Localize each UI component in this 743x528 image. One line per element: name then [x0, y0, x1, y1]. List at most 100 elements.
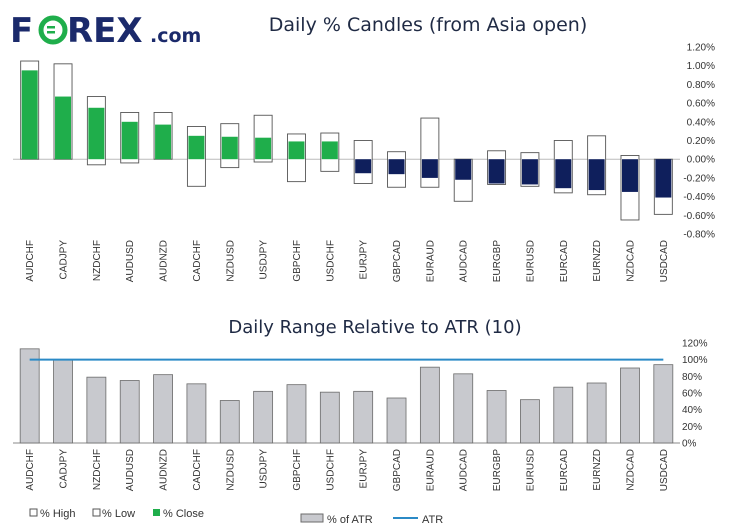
bar-category-label: NZDUSD — [225, 449, 236, 491]
bar-category-labels: AUDCHF CADJPY NZDCHF AUDUSD AUDNZD CADCHF NZDU… — [25, 449, 670, 492]
atr-chart-title: Daily Range Relative to ATR (10) — [228, 317, 521, 338]
atr-bar — [353, 390, 374, 444]
candle-close-bar — [55, 96, 72, 160]
bar-category-label: EURJPY — [359, 449, 370, 489]
atr-bar — [520, 399, 540, 444]
candle-category-label: AUDCHF — [25, 240, 36, 282]
legend-atr-label: ATR — [422, 514, 443, 526]
logo-suffix: .com — [150, 25, 201, 47]
bar-category-label: CADJPY — [59, 449, 70, 489]
candle-y-tick: 1.00% — [687, 61, 715, 72]
bar-y-tick: 20% — [682, 422, 702, 433]
atr-bar — [86, 376, 107, 444]
candle-close-bar — [188, 135, 205, 160]
candle-close-bar — [321, 141, 338, 160]
legend-high-swatch — [29, 508, 38, 517]
candle-close-bar — [455, 159, 472, 180]
atr-bar — [53, 359, 73, 444]
atr-bar — [453, 373, 474, 444]
candle-close-bar — [221, 136, 238, 160]
candle-category-label: AUDNZD — [159, 240, 170, 282]
atr-bar — [119, 380, 140, 444]
logo-letters-rex: REX — [67, 11, 143, 49]
candle-y-tick: 0.00% — [687, 155, 715, 166]
candle-y-tick: -0.40% — [683, 192, 715, 203]
candle-close-bar — [88, 107, 105, 160]
candle-y-tick: 0.20% — [687, 136, 715, 147]
candle-category-label: EURGBP — [492, 240, 503, 283]
candle-category-label: NZDUSD — [225, 240, 236, 282]
candle-close-bar — [621, 159, 638, 192]
candle-y-tick: -0.20% — [683, 173, 715, 184]
candle-y-tick: 0.60% — [687, 99, 715, 110]
candle-category-label: AUDUSD — [125, 240, 136, 282]
candle-category-label: AUDCAD — [459, 240, 470, 282]
bar-category-label: CADCHF — [192, 449, 203, 491]
atr-bar — [586, 382, 607, 444]
candle-close-bar — [121, 121, 138, 160]
candle-close-bar — [255, 137, 272, 160]
atr-bar — [553, 386, 574, 444]
bar-y-tick: 80% — [682, 372, 702, 383]
bar-category-label: EURGBP — [492, 449, 503, 492]
candle-category-label: USDCHF — [325, 240, 336, 282]
candle-category-label: USDCAD — [659, 240, 670, 282]
candle-close-bar — [421, 159, 438, 178]
bar-category-label: EURNZD — [592, 449, 603, 491]
candle-category-label: NZDCAD — [625, 240, 636, 282]
bar-category-label: EURCAD — [559, 449, 570, 491]
candle-category-label: GBPCHF — [292, 240, 303, 282]
bottom-legend: % of ATR ATR — [300, 513, 443, 526]
atr-bar — [653, 364, 674, 444]
atr-bar — [219, 400, 240, 444]
bar-category-label: GBPCHF — [292, 449, 303, 491]
candle-category-label: CADCHF — [192, 240, 203, 282]
atr-bar — [186, 383, 207, 444]
candle-close-bar — [155, 124, 172, 160]
candle-y-tick: 1.20% — [687, 43, 715, 54]
legend-high-label: % High — [40, 508, 75, 520]
legend-low-label: % Low — [102, 508, 135, 520]
bar-category-label: NZDCAD — [625, 449, 636, 491]
bar-y-tick: 60% — [682, 389, 702, 400]
forex-logo: F REX .com — [10, 9, 220, 51]
atr-bar — [253, 390, 274, 444]
candle-close-bar — [288, 141, 305, 160]
candle-category-label: EURNZD — [592, 240, 603, 282]
legend-close-label: % Close — [163, 508, 204, 520]
candle-close-bar — [355, 159, 372, 174]
candle-category-label: EURCAD — [559, 240, 570, 282]
candle-close-bar — [555, 159, 572, 189]
candle-category-label: GBPCAD — [392, 240, 403, 282]
bar-category-label: AUDCHF — [25, 449, 36, 491]
atr-bar — [386, 397, 407, 444]
logo-o-icon — [38, 15, 68, 45]
candle-close-bar — [488, 159, 505, 184]
bar-y-tick: 40% — [682, 405, 702, 416]
logo-letter-f: F — [10, 11, 33, 49]
candle-close-bar — [588, 159, 605, 191]
candle-close-bar — [388, 159, 405, 175]
candle-category-label: EURUSD — [525, 240, 536, 282]
legend-low-swatch — [92, 508, 101, 517]
legend-bar-label: % of ATR — [327, 514, 373, 526]
candle-marks — [20, 60, 673, 221]
candle-category-label: EURAUD — [425, 240, 436, 282]
candle-y-tick: 0.40% — [687, 117, 715, 128]
bar-y-tick: 0% — [682, 439, 697, 450]
legend-close-swatch — [153, 509, 160, 516]
candle-y-tick: -0.80% — [683, 230, 715, 241]
atr-bar — [153, 374, 173, 444]
candle-chart-title: Daily % Candles (from Asia open) — [269, 14, 587, 36]
atr-bar — [486, 390, 507, 444]
bar-category-label: EURAUD — [425, 449, 436, 491]
atr-bar — [419, 366, 440, 444]
candle-category-label: NZDCHF — [92, 240, 103, 281]
candle-close-bar — [21, 70, 38, 160]
top-legend: % High % Low % Close — [29, 508, 204, 520]
candle-close-bar — [655, 159, 672, 198]
bar-category-label: USDCHF — [325, 449, 336, 491]
candle-category-label: EURJPY — [359, 240, 370, 280]
bar-y-tick: 120% — [682, 339, 708, 350]
